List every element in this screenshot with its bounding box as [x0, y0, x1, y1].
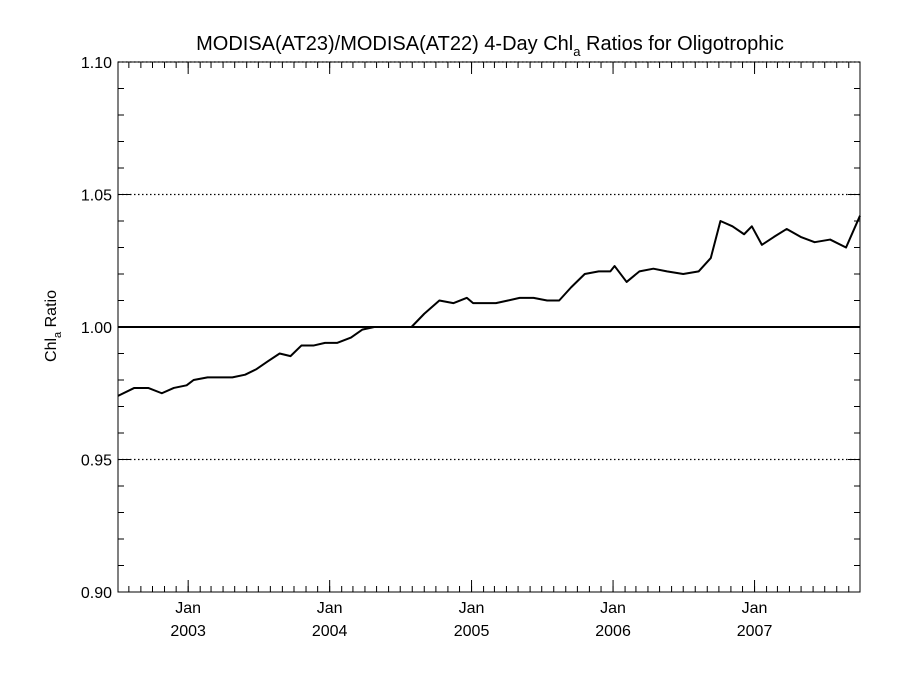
- x-tick-label-year: 2003: [170, 623, 206, 640]
- chart-title: MODISA(AT23)/MODISA(AT22) 4-Day Chla Rat…: [196, 33, 784, 59]
- y-axis-ticks: 0.90 0.95 1.00 1.05 1.10: [81, 55, 860, 602]
- y-axis-label: Chla Ratio: [43, 290, 64, 362]
- y-axis-label-rest: Ratio: [43, 290, 60, 332]
- x-tick-label-month: Jan: [317, 600, 343, 617]
- chart-title-main: MODISA(AT23)/MODISA(AT22) 4-Day Chl: [196, 33, 573, 55]
- y-axis-label-main: Chl: [43, 338, 60, 362]
- x-tick-label-year: 2006: [595, 623, 631, 640]
- x-tick-label-year: 2004: [312, 623, 348, 640]
- y-tick-label: 1.10: [81, 55, 112, 72]
- x-tick-label-month: Jan: [600, 600, 626, 617]
- chart-title-rest: Ratios for Oligotrophic: [580, 33, 783, 55]
- y-tick-label: 0.90: [81, 585, 112, 602]
- x-tick-label-month: Jan: [459, 600, 485, 617]
- y-tick-label: 0.95: [81, 453, 112, 470]
- chart-title-subscript: a: [573, 44, 581, 59]
- y-tick-label: 1.05: [81, 188, 112, 205]
- x-tick-label-month: Jan: [175, 600, 201, 617]
- x-tick-label-month: Jan: [742, 600, 768, 617]
- x-axis-ticks: Jan 2003 Jan 2004 Jan 2005 Jan 2006 Jan 2007: [170, 62, 772, 640]
- plot-frame: [117, 61, 861, 593]
- x-tick-label-year: 2005: [454, 623, 490, 640]
- y-axis-label-subscript: a: [52, 331, 64, 338]
- x-tick-label-year: 2007: [737, 623, 773, 640]
- series-line: [117, 215, 861, 397]
- y-tick-label: 1.00: [81, 320, 112, 337]
- grid-lines: [118, 61, 860, 461]
